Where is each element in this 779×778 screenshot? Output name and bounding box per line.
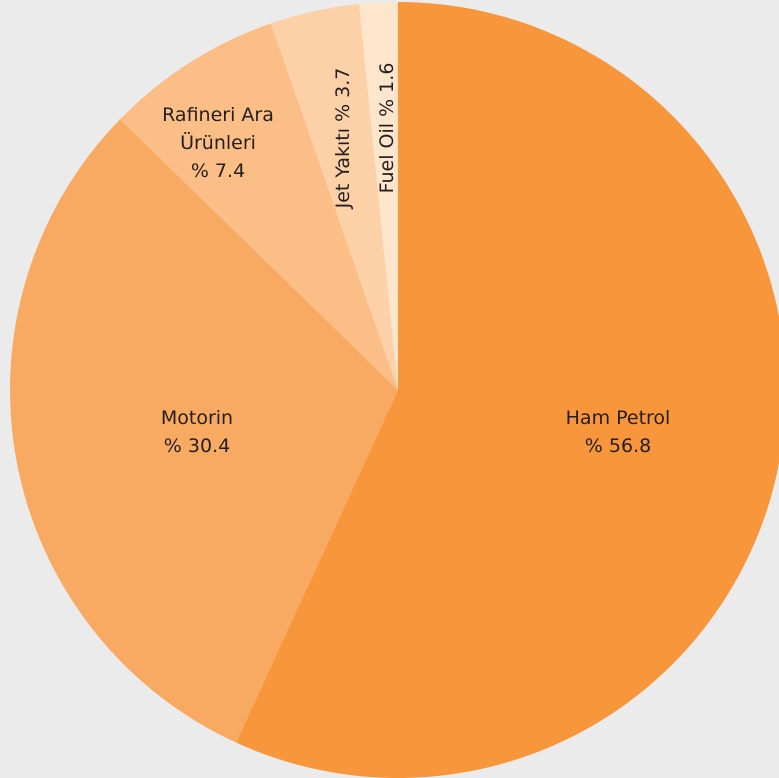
slice-value-label: % 1.6	[376, 63, 398, 117]
slice-label: Ham Petrol	[565, 407, 671, 429]
slice-label: Jet Yakıtı % 3.7	[332, 68, 354, 210]
slice-name: Jet Yakıtı	[332, 128, 354, 209]
pie-slice	[235, 2, 779, 778]
slice-label: Rafineri Ara Ürünleri	[162, 104, 274, 154]
slice-value-label: % 7.4	[190, 160, 246, 182]
slice-label: Motorin	[160, 407, 234, 429]
slice-value-label: % 56.8	[584, 435, 652, 457]
pie-slice	[359, 2, 398, 390]
pie-slice	[10, 119, 399, 743]
slice-value-label: % 30.4	[163, 435, 231, 457]
slice-label: Fuel Oil % 1.6	[376, 63, 398, 194]
slice-value-label: % 3.7	[332, 68, 354, 122]
slice-name: Fuel Oil	[376, 123, 398, 193]
pie-slice	[271, 3, 398, 391]
pie-slice	[120, 23, 398, 391]
